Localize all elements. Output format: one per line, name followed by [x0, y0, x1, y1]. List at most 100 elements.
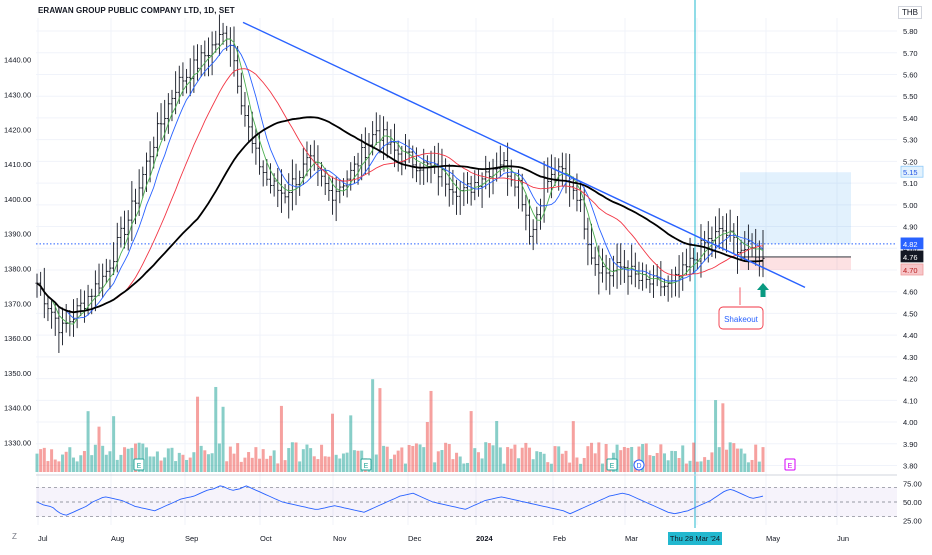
volume-bar — [389, 458, 393, 472]
right-axis-tick: 4.20 — [903, 375, 918, 384]
volume-bar — [53, 459, 57, 472]
candle — [46, 296, 50, 322]
volume-bar — [757, 461, 761, 472]
x-axis-tick: Dec — [408, 534, 422, 543]
volume-bar — [206, 454, 210, 472]
candle — [159, 103, 163, 140]
right-axis-tick: 4.10 — [903, 396, 918, 405]
candle — [327, 176, 331, 201]
volume-bar — [487, 443, 491, 472]
candle — [619, 243, 623, 285]
volume-bar — [86, 411, 90, 472]
volume-bar — [462, 463, 466, 472]
volume-bar — [345, 452, 349, 472]
volume-bar — [517, 458, 521, 472]
volume-bar — [108, 451, 112, 472]
currency-label[interactable]: THB — [898, 6, 922, 19]
volume-bar — [670, 450, 674, 472]
x-axis-tick: Jun — [837, 534, 849, 543]
volume-bar — [93, 444, 97, 472]
left-axis-tick: 1340.00 — [4, 404, 31, 413]
candle — [101, 263, 105, 298]
candle — [484, 155, 488, 190]
volume-bar — [531, 459, 535, 472]
volume-bar — [323, 456, 327, 472]
x-axis-tick: Mar — [625, 534, 638, 543]
x-axis-tick: Jul — [38, 534, 48, 543]
candle — [246, 105, 251, 142]
x-axis-tick: Feb — [553, 534, 566, 543]
volume-bar — [458, 456, 462, 472]
left-axis-tick: 1360.00 — [4, 334, 31, 343]
volume-bar — [177, 452, 181, 472]
candle — [141, 166, 145, 198]
earnings-marker — [360, 458, 372, 471]
right-axis-tick: 3.90 — [903, 440, 918, 449]
candle — [527, 199, 532, 245]
volume-bar — [338, 458, 342, 472]
volume-bar — [232, 453, 236, 472]
volume-bar — [615, 444, 619, 472]
timezone-toggle[interactable]: Z — [12, 532, 17, 541]
left-axis-tick: 1390.00 — [4, 230, 31, 239]
volume-bar — [144, 447, 148, 472]
candle — [739, 239, 743, 260]
candle — [560, 152, 564, 187]
candle — [465, 172, 470, 204]
price-badge — [900, 250, 924, 263]
volume-bar — [425, 422, 429, 472]
volume-bar — [82, 450, 86, 472]
volume-bar — [155, 451, 159, 472]
candle — [268, 163, 273, 194]
volume-bar — [695, 461, 699, 472]
candle — [82, 290, 87, 323]
volume-bar — [469, 411, 473, 472]
volume-bar — [312, 456, 316, 472]
volume-bar — [71, 457, 75, 472]
volume-bar — [134, 443, 138, 472]
rsi-line — [36, 485, 764, 516]
candle — [239, 72, 243, 115]
candle — [338, 179, 342, 204]
candle — [276, 167, 280, 208]
volume-bar — [662, 453, 666, 472]
candle — [305, 141, 309, 177]
volume-bar — [298, 461, 302, 472]
candle — [221, 22, 225, 45]
volume-bar — [181, 454, 185, 472]
volume-bar — [378, 388, 382, 472]
volume-bar — [447, 444, 451, 472]
volume-bar — [115, 459, 119, 472]
volume-bar — [57, 461, 61, 472]
volume-bar — [528, 447, 532, 472]
candle — [666, 275, 670, 302]
grid — [36, 18, 897, 525]
candle — [681, 252, 685, 291]
candle — [126, 210, 130, 251]
candle — [261, 160, 265, 187]
left-axis-tick: 1350.00 — [4, 369, 31, 378]
candle — [345, 170, 349, 198]
volume-bar — [126, 448, 130, 472]
volume-bar — [746, 462, 750, 472]
volume-bar — [170, 447, 174, 472]
candle — [593, 246, 597, 276]
volume-bar — [622, 446, 626, 472]
volume-bar — [188, 457, 192, 472]
volume-bar — [553, 446, 557, 472]
candle — [254, 128, 258, 165]
candle — [604, 254, 608, 291]
volume-bar — [484, 442, 488, 472]
volume-bar — [520, 447, 524, 472]
volume-bar — [703, 457, 707, 472]
left-axis-tick: 1330.00 — [4, 438, 31, 447]
candle — [476, 168, 481, 197]
volume-bar — [750, 459, 754, 472]
volume-bar — [42, 447, 46, 472]
earnings-marker — [133, 458, 145, 471]
volume-bar — [141, 443, 145, 472]
volume-bar — [659, 444, 663, 472]
volume-bar — [39, 449, 43, 472]
